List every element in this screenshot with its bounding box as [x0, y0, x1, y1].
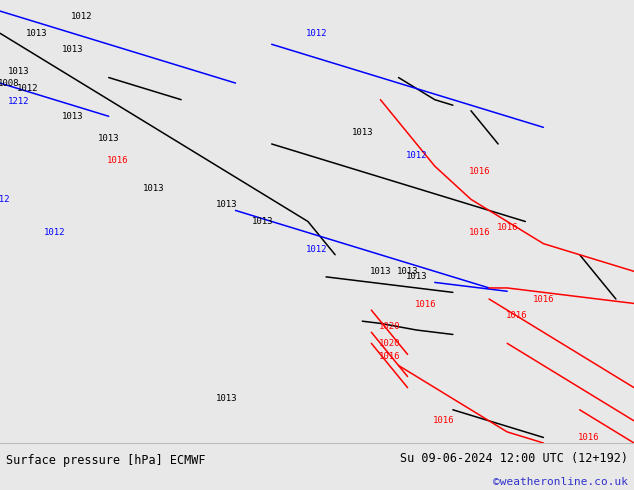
Text: 1012: 1012: [0, 195, 11, 204]
Text: 1013: 1013: [406, 272, 427, 281]
Text: 1013: 1013: [143, 184, 165, 193]
Text: 1013: 1013: [216, 394, 237, 403]
Text: 1013: 1013: [98, 134, 119, 143]
Text: 1016: 1016: [433, 416, 455, 425]
Text: 1016: 1016: [469, 228, 491, 237]
Text: 1012: 1012: [44, 228, 65, 237]
Text: 1016: 1016: [107, 156, 129, 165]
Text: 1016: 1016: [578, 433, 600, 442]
Text: 1008: 1008: [0, 78, 20, 88]
Text: 1020: 1020: [378, 322, 400, 331]
Text: 1012: 1012: [406, 150, 427, 160]
Text: 1013: 1013: [370, 267, 391, 276]
Text: 1013: 1013: [25, 29, 47, 38]
Text: 1016: 1016: [469, 167, 491, 176]
Text: 1016: 1016: [496, 222, 518, 232]
Text: 1020: 1020: [378, 339, 400, 348]
Text: 1016: 1016: [378, 352, 400, 361]
Text: Surface pressure [hPa] ECMWF: Surface pressure [hPa] ECMWF: [6, 454, 206, 467]
Text: 1013: 1013: [252, 217, 273, 226]
Text: 1012: 1012: [16, 84, 38, 93]
Text: 1013: 1013: [216, 200, 237, 209]
Text: 1013: 1013: [8, 68, 29, 76]
Text: 1016: 1016: [533, 294, 554, 303]
Text: 1013: 1013: [61, 46, 83, 54]
Text: 1013: 1013: [61, 112, 83, 121]
Text: Su 09-06-2024 12:00 UTC (12+192): Su 09-06-2024 12:00 UTC (12+192): [399, 452, 628, 465]
Text: 1013: 1013: [397, 267, 418, 276]
Text: ©weatheronline.co.uk: ©weatheronline.co.uk: [493, 477, 628, 487]
Text: 1016: 1016: [415, 300, 436, 309]
Text: 1012: 1012: [71, 12, 93, 21]
Text: 1013: 1013: [351, 128, 373, 137]
Text: 1012: 1012: [306, 29, 328, 38]
Text: 1212: 1212: [8, 98, 29, 106]
Text: 1012: 1012: [306, 245, 328, 254]
Text: 1016: 1016: [505, 311, 527, 320]
